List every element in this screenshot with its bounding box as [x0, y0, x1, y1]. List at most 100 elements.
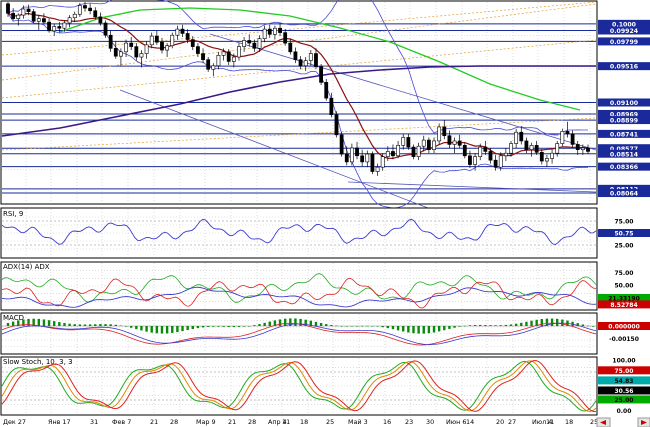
macd-histogram-bar [581, 324, 585, 326]
price-label-text: 0.09799 [610, 39, 638, 46]
candle-body [488, 151, 493, 161]
macd-histogram-bar [591, 326, 595, 327]
macd-histogram-bar [27, 318, 30, 326]
stochastic-label: 100.00 [612, 357, 635, 364]
macd-histogram-bar [437, 326, 441, 332]
candle [31, 8, 36, 23]
date-tick-label: 14 [466, 418, 474, 426]
candle-body [457, 140, 462, 146]
candle-body [62, 22, 67, 29]
price-label-box [598, 116, 650, 125]
candle-body [170, 34, 175, 46]
candle-body [370, 153, 375, 172]
arrow-right-icon [641, 420, 647, 425]
date-tick-label: 28 [170, 418, 178, 426]
candle [119, 48, 123, 66]
candle [529, 142, 534, 157]
macd-histogram-bar [237, 326, 241, 327]
macd-histogram-bar [283, 318, 287, 326]
candle [283, 29, 288, 46]
scroll-left-button[interactable] [596, 417, 611, 427]
macd-histogram-bar [299, 318, 302, 326]
candle [355, 141, 359, 160]
candle [237, 43, 241, 61]
candle [324, 78, 329, 101]
candle-body [421, 139, 426, 147]
price-label-box [598, 184, 650, 193]
macd-histogram-bar [63, 322, 66, 326]
macd-histogram-bar [42, 319, 46, 326]
macd-histogram-bar [109, 324, 112, 326]
candle-body [119, 51, 123, 57]
macd-histogram-bar [212, 326, 215, 327]
candle [575, 140, 580, 155]
candle-body [545, 158, 549, 162]
candle-body [411, 146, 416, 157]
macd-histogram-bar [160, 326, 164, 334]
candle [185, 29, 190, 44]
candle [262, 25, 267, 43]
price-label-text: 0.08064 [610, 191, 639, 198]
price-label-box [598, 26, 650, 35]
candle-body [416, 145, 421, 157]
macd-histogram-bar [145, 326, 148, 332]
macd-histogram-bar [17, 320, 20, 326]
candle [154, 30, 159, 45]
price-label-text: 0.09100 [610, 100, 639, 107]
date-tick-label: Июн 6 [446, 418, 466, 426]
macd-histogram-bar [484, 325, 487, 326]
scroll-right-button[interactable] [637, 417, 650, 427]
candle-body [560, 131, 565, 144]
candle-body [103, 22, 108, 36]
rsi-label: 25.00 [615, 243, 634, 250]
rsi-label-text: 25.00 [615, 243, 634, 250]
macd-histogram-bar [520, 322, 523, 326]
price-label-box [598, 129, 650, 138]
candle-body [175, 28, 180, 36]
price-label: 0.1000 [598, 19, 650, 28]
macd-histogram-bar [129, 326, 133, 328]
date-tick-label: Дек 27 [3, 418, 26, 426]
macd-histogram-bar [119, 325, 123, 327]
candle-body [498, 155, 503, 168]
price-label: 0.08969 [598, 109, 650, 119]
macd-histogram-bar [335, 325, 338, 327]
fibonacci-fan-line [1, 39, 597, 99]
date-tick-label: Июл 4 [532, 418, 552, 426]
price-label: 0.08514 [598, 149, 650, 158]
date-tick-label: 30 [426, 418, 434, 426]
candle [380, 153, 385, 171]
candle-body [72, 13, 77, 19]
adx-label-box [598, 293, 650, 302]
candle [88, 3, 93, 15]
date-tick-label: Фев 7 [112, 418, 131, 426]
price-label-text: 0.09516 [610, 64, 638, 71]
macd-histogram-bar [181, 326, 184, 332]
macd-histogram-bar [68, 323, 71, 326]
price-label-text: 0.09924 [610, 28, 639, 35]
candle [329, 92, 334, 118]
candle-body [575, 144, 580, 150]
date-tick-label: Май 3 [348, 418, 368, 426]
macd-histogram-bar [586, 325, 590, 327]
candle [57, 22, 62, 33]
macd-histogram-bar [402, 326, 405, 332]
candle [391, 144, 395, 160]
macd-histogram-bar [340, 326, 343, 327]
candle-body [154, 35, 159, 43]
stochastic-label-box [598, 376, 650, 385]
rsi-series [1, 218, 597, 246]
candle [314, 48, 318, 70]
candle [52, 23, 57, 37]
macd-histogram-bar [114, 324, 117, 326]
candle-body [447, 135, 452, 145]
macd-histogram-bar [525, 321, 528, 326]
di-minus-line [1, 277, 597, 309]
candle-body [196, 46, 200, 54]
macd-histogram-bar [376, 326, 379, 327]
macd-histogram-bar [248, 326, 251, 327]
candle-body [129, 42, 134, 47]
macd-histogram-bar [412, 326, 415, 334]
candle-body [139, 53, 144, 58]
